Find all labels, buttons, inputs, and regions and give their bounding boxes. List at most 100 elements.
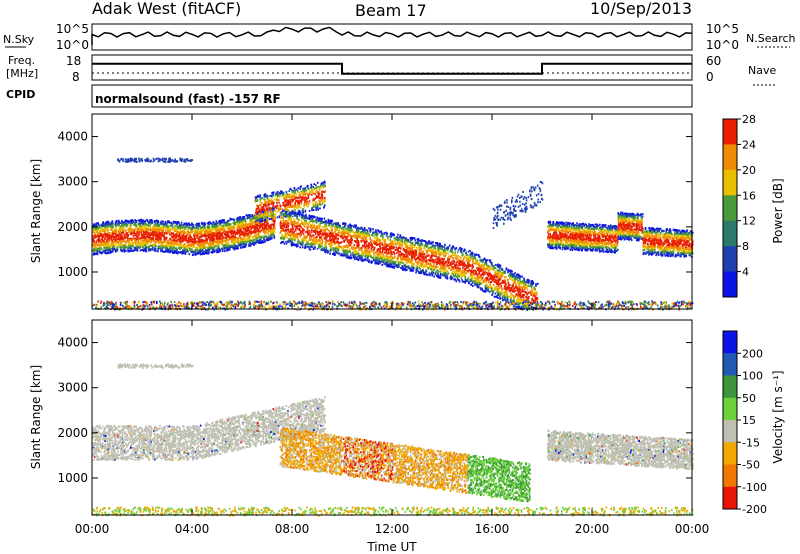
heatmap-cell bbox=[233, 225, 235, 227]
heatmap-cell bbox=[254, 232, 256, 234]
heatmap-cell bbox=[143, 248, 145, 250]
heatmap-cell bbox=[324, 191, 326, 193]
heatmap-cell bbox=[285, 204, 287, 206]
heatmap-cell bbox=[300, 194, 302, 196]
heatmap-cell bbox=[315, 191, 317, 193]
heatmap-cell bbox=[319, 207, 321, 209]
heatmap-cell bbox=[268, 225, 270, 227]
heatmap-cell bbox=[124, 224, 126, 226]
heatmap-cell bbox=[240, 247, 242, 249]
heatmap-cell bbox=[137, 232, 139, 234]
heatmap-cell bbox=[136, 244, 138, 246]
heatmap-cell bbox=[169, 243, 171, 245]
heatmap-cell bbox=[210, 234, 212, 236]
heatmap-cell bbox=[208, 222, 210, 224]
heatmap-cell bbox=[259, 196, 261, 198]
heatmap-cell bbox=[133, 235, 135, 237]
heatmap-cell bbox=[174, 225, 176, 227]
heatmap-cell bbox=[237, 228, 239, 230]
heatmap-cell bbox=[162, 232, 164, 234]
heatmap-cell bbox=[455, 254, 457, 256]
heatmap-cell bbox=[106, 222, 108, 224]
heatmap-cell bbox=[160, 232, 162, 234]
heatmap-cell bbox=[468, 276, 470, 278]
heatmap-cell bbox=[222, 250, 224, 252]
heatmap-cell bbox=[211, 247, 213, 249]
heatmap-cell bbox=[162, 221, 164, 223]
heatmap-cell bbox=[294, 187, 296, 189]
heatmap-cell bbox=[242, 231, 244, 233]
heatmap-cell bbox=[257, 230, 259, 232]
heatmap-cell bbox=[151, 249, 153, 251]
heatmap-cell bbox=[527, 288, 529, 290]
heatmap-cell bbox=[201, 253, 203, 255]
heatmap-cell bbox=[276, 200, 278, 202]
heatmap-cell bbox=[158, 246, 160, 248]
heatmap-cell bbox=[237, 221, 239, 223]
heatmap-cell bbox=[287, 210, 289, 212]
heatmap-cell bbox=[238, 218, 240, 220]
heatmap-cell bbox=[109, 225, 111, 227]
heatmap-cell bbox=[130, 238, 132, 240]
heatmap-cell bbox=[217, 233, 219, 235]
heatmap-cell bbox=[270, 225, 272, 227]
heatmap-cell bbox=[259, 205, 261, 207]
freq-panel-frame bbox=[92, 55, 692, 80]
heatmap-cell bbox=[146, 231, 148, 233]
heatmap-cell bbox=[232, 235, 234, 237]
heatmap-cell bbox=[310, 184, 312, 186]
heatmap-cell bbox=[116, 235, 118, 237]
heatmap-cell bbox=[252, 236, 254, 238]
heatmap-cell bbox=[178, 228, 180, 230]
heatmap-cell bbox=[259, 221, 261, 223]
heatmap-cell bbox=[316, 217, 318, 219]
heatmap-cell bbox=[276, 202, 278, 204]
heatmap-cell bbox=[151, 245, 153, 247]
heatmap-cell bbox=[213, 242, 215, 244]
heatmap-cell bbox=[262, 218, 264, 220]
heatmap-cell bbox=[286, 226, 288, 228]
heatmap-cell bbox=[101, 248, 103, 250]
heatmap-cell bbox=[148, 249, 150, 251]
heatmap-cell bbox=[277, 195, 279, 197]
heatmap-cell bbox=[97, 244, 99, 246]
heatmap-cell bbox=[101, 238, 103, 240]
heatmap-cell bbox=[144, 244, 146, 246]
heatmap-cell bbox=[131, 250, 133, 252]
heatmap-cell bbox=[282, 191, 284, 193]
heatmap-cell bbox=[297, 204, 299, 206]
heatmap-cell bbox=[155, 237, 157, 239]
heatmap-cell bbox=[283, 196, 285, 198]
heatmap-cell bbox=[368, 227, 370, 229]
heatmap-cell bbox=[324, 197, 326, 199]
heatmap-cell bbox=[468, 251, 470, 253]
heatmap-cell bbox=[208, 252, 210, 254]
heatmap-cell bbox=[306, 205, 308, 207]
heatmap-cell bbox=[249, 242, 251, 244]
heatmap-cell bbox=[320, 204, 322, 206]
heatmap-cell bbox=[134, 233, 136, 235]
heatmap-cell bbox=[309, 210, 311, 212]
heatmap-cell bbox=[188, 227, 190, 229]
heatmap-cell bbox=[129, 243, 131, 245]
heatmap-cell bbox=[315, 184, 317, 186]
heatmap-cell bbox=[111, 235, 113, 237]
heatmap-cell bbox=[517, 273, 519, 275]
heatmap-cell bbox=[141, 220, 143, 222]
heatmap-cell bbox=[240, 237, 242, 239]
heatmap-cell bbox=[264, 225, 266, 227]
heatmap-cell bbox=[184, 227, 186, 229]
heatmap-cell bbox=[263, 204, 265, 206]
heatmap-cell bbox=[192, 225, 194, 227]
heatmap-cell bbox=[510, 295, 512, 297]
heatmap-cell bbox=[262, 206, 264, 208]
date-label: 10/Sep/2013 bbox=[590, 0, 692, 18]
heatmap-cell bbox=[127, 232, 129, 234]
heatmap-cell bbox=[307, 193, 309, 195]
heatmap-cell bbox=[267, 233, 269, 235]
heatmap-cell bbox=[292, 199, 294, 201]
heatmap-cell bbox=[306, 202, 308, 204]
noise-trace bbox=[92, 27, 692, 45]
heatmap-cell bbox=[251, 218, 253, 220]
heatmap-cell bbox=[433, 263, 435, 265]
